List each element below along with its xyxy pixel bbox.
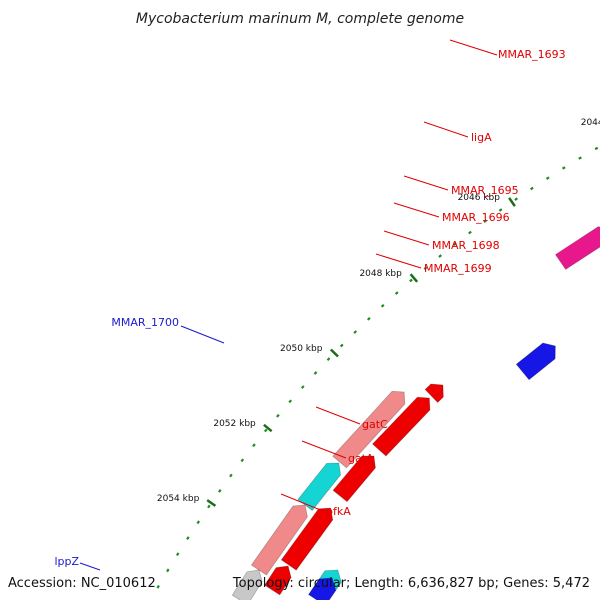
tick-dot bbox=[380, 303, 385, 308]
tick-dot bbox=[196, 520, 200, 525]
tick-dot bbox=[276, 413, 280, 418]
gene-block bbox=[424, 383, 444, 404]
tick-dot bbox=[353, 330, 358, 334]
label-leader-line bbox=[383, 230, 430, 246]
gene-label: MMAR_1693 bbox=[498, 48, 566, 61]
gene-label: ligA bbox=[471, 131, 492, 144]
tick-dot bbox=[514, 197, 518, 201]
map-title: Mycobacterium marinum M, complete genome bbox=[136, 11, 464, 27]
kbp-tick-mark bbox=[329, 348, 339, 358]
tick-dot bbox=[545, 176, 550, 180]
tick-dot bbox=[229, 473, 233, 478]
label-leader-line bbox=[393, 202, 440, 218]
tick-dot bbox=[438, 254, 442, 258]
tick-dot bbox=[468, 230, 472, 235]
tick-dot bbox=[409, 278, 413, 283]
tick-dot bbox=[252, 443, 256, 448]
gene-block bbox=[250, 504, 308, 576]
kbp-tick-label: 2044 kbp bbox=[581, 118, 600, 128]
gene-label: MMAR_1700 bbox=[111, 316, 179, 329]
tick-dot bbox=[530, 186, 534, 191]
kbp-tick-label: 2046 kbp bbox=[458, 193, 501, 203]
gene-block bbox=[231, 569, 263, 600]
kbp-tick-mark bbox=[206, 499, 217, 507]
label-leader-line bbox=[280, 493, 324, 512]
tick-dot bbox=[186, 536, 190, 540]
gene-block bbox=[264, 565, 292, 596]
accession-text: Accession: NC_010612 bbox=[8, 576, 156, 591]
gene-block bbox=[280, 507, 334, 571]
tick-dot bbox=[339, 343, 344, 348]
kbp-tick-mark bbox=[409, 273, 419, 283]
tick-dot bbox=[498, 208, 503, 212]
gene-block bbox=[372, 396, 431, 457]
kbp-tick-label: 2048 kbp bbox=[359, 269, 402, 279]
tick-dot bbox=[483, 219, 488, 223]
tick-dot bbox=[300, 385, 305, 389]
tick-dot bbox=[453, 242, 457, 246]
tick-dot bbox=[166, 568, 170, 573]
label-leader-line bbox=[449, 39, 498, 56]
tick-dot bbox=[207, 504, 211, 509]
tick-dot bbox=[218, 489, 222, 493]
tick-dot bbox=[288, 399, 293, 404]
gene-block bbox=[554, 226, 600, 270]
gene-label: MMAR_1699 bbox=[424, 262, 492, 275]
label-leader-line bbox=[79, 562, 101, 571]
gene-label: lppZ bbox=[54, 555, 79, 568]
tick-dot bbox=[578, 156, 582, 160]
gene-label: gatC bbox=[362, 418, 388, 431]
kbp-tick-label: 2054 kbp bbox=[157, 494, 200, 504]
label-leader-line bbox=[180, 325, 225, 344]
tick-dot bbox=[366, 316, 371, 321]
gene-block bbox=[332, 455, 376, 503]
tick-dot bbox=[561, 166, 566, 170]
gene-label: gatA bbox=[348, 452, 374, 465]
tick-dot bbox=[423, 266, 428, 270]
label-leader-line bbox=[403, 175, 449, 191]
tick-dot bbox=[394, 291, 399, 295]
gene-label: MMAR_1695 bbox=[451, 184, 519, 197]
tick-dot bbox=[240, 458, 245, 463]
gene-features bbox=[232, 64, 600, 600]
topology-summary: Topology: circular; Length: 6,636,827 bp… bbox=[232, 576, 590, 591]
gene-block bbox=[332, 390, 406, 469]
kbp-tick-mark bbox=[263, 423, 273, 433]
kbp-tick-mark bbox=[508, 197, 516, 207]
gene-block bbox=[515, 342, 556, 381]
label-leader-line bbox=[301, 440, 347, 459]
label-leader-line bbox=[375, 253, 422, 269]
gene-label: MMAR_1696 bbox=[442, 211, 510, 224]
outer-tick-dots bbox=[156, 146, 599, 589]
tick-dot bbox=[175, 552, 180, 557]
tick-dot bbox=[156, 584, 160, 589]
label-leader-line bbox=[423, 121, 469, 138]
tick-dot bbox=[313, 371, 318, 375]
gene-labels: MMAR_1693 ligA MMAR_1695 MMAR_1696 MMAR_1698… bbox=[54, 39, 566, 571]
gene-label: pfkA bbox=[326, 505, 351, 518]
tick-dot bbox=[263, 428, 268, 433]
gene-label: MMAR_1698 bbox=[432, 239, 500, 252]
label-leader-line bbox=[315, 406, 361, 425]
kbp-tick-label: 2052 kbp bbox=[213, 419, 256, 429]
tick-dot bbox=[326, 357, 331, 361]
tick-dot bbox=[594, 146, 599, 151]
kbp-tick-label: 2050 kbp bbox=[280, 344, 323, 354]
gene-block bbox=[308, 577, 337, 600]
